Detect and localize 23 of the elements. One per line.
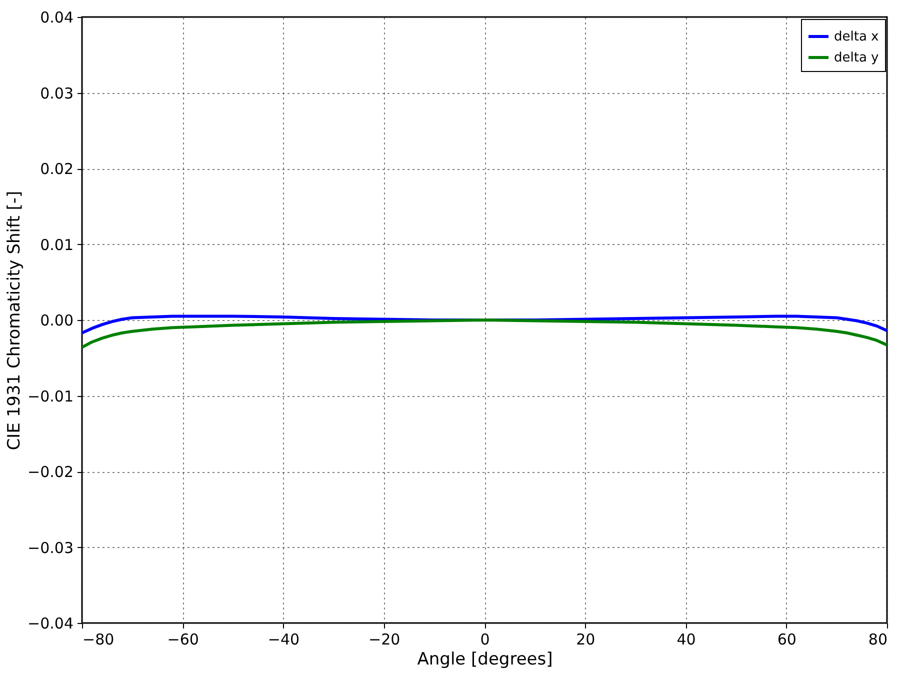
legend-label: delta y [834,50,880,66]
y-axis-title: CIE 1931 Chromaticity Shift [-] [4,190,25,450]
y-tick-label: −0.04 [28,614,74,632]
y-tick-label: 0.02 [40,160,74,178]
x-tick-label: 60 [777,630,796,648]
x-tick-label: 40 [676,630,696,648]
y-tick-label: −0.02 [28,463,74,481]
y-tick-label: −0.03 [28,538,74,557]
x-tick-label: −60 [167,630,199,648]
x-tick-label: 80 [868,630,888,648]
x-tick-label: 0 [480,630,490,648]
x-tick-label: −20 [368,630,400,648]
y-tick-label: 0.01 [40,236,74,254]
x-axis-title: Angle [degrees] [417,650,553,670]
y-tick-label: 0.04 [40,8,74,26]
x-tick-label: −80 [82,630,114,648]
y-tick-label: 0.00 [40,312,74,330]
x-tick-label: −40 [268,630,300,648]
y-tick-label: −0.01 [28,387,74,406]
line-series [82,318,887,349]
y-tick-label: 0.03 [40,84,74,102]
legend-label: delta x [834,30,880,44]
x-tick-label: 20 [576,630,596,648]
